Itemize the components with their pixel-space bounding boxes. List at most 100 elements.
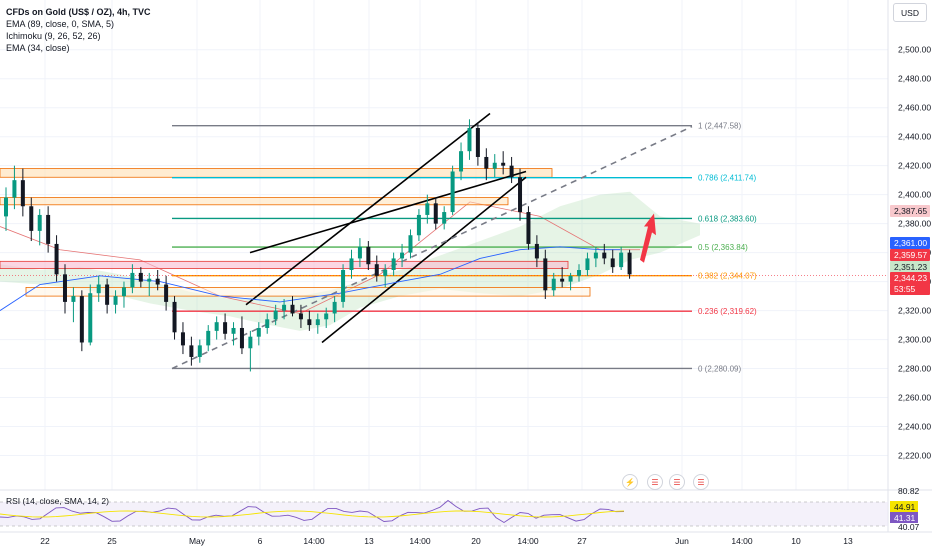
demand-zone	[25, 287, 591, 297]
time-axis-label: May	[189, 536, 206, 546]
candle-body	[518, 177, 523, 213]
fib-level-label: 0.618 (2,383.60)	[698, 214, 757, 223]
candle-body	[543, 258, 548, 291]
price-axis-label: 2,440.00	[898, 132, 931, 142]
price-tag-bg	[890, 261, 930, 273]
rsi-tag: 44.91	[894, 502, 916, 512]
legend-ema-34[interactable]: EMA (34, close)	[6, 43, 70, 53]
candle-body	[46, 214, 51, 244]
currency-button[interactable]: USD	[893, 3, 927, 22]
price-axis-label: 2,260.00	[898, 393, 931, 403]
fib-level-label: 0.5 (2,363.84)	[698, 243, 748, 252]
time-axis-label: 22	[40, 536, 50, 546]
candle-body	[610, 258, 615, 268]
channel-upper-line	[245, 112, 491, 306]
candle-body	[265, 319, 270, 328]
price-axis-label: 2,380.00	[898, 219, 931, 229]
candle-body	[593, 252, 598, 259]
us-flag-event-icon[interactable]: ☰	[693, 474, 709, 490]
candle-body	[425, 203, 430, 215]
price-axis-label: 2,420.00	[898, 161, 931, 171]
fib-level-label: 0.786 (2,411.74)	[698, 174, 756, 183]
fib-level-label: 0 (2,280.09)	[698, 364, 741, 373]
candle-body	[88, 293, 93, 343]
fib-level-label: 0.382 (2,344.07)	[698, 272, 757, 281]
candle-body	[155, 278, 160, 285]
candle-body	[239, 327, 244, 349]
fib-diagonal-line	[171, 125, 693, 370]
candle-body	[400, 252, 405, 259]
candle-body	[324, 313, 329, 320]
candle-body	[585, 258, 590, 271]
resistance-zone	[0, 197, 509, 206]
candle-body	[475, 127, 480, 157]
price-axis-label: 2,480.00	[898, 74, 931, 84]
candle-body	[366, 246, 371, 265]
candle-body	[416, 214, 421, 236]
rsi-tag-bg	[890, 512, 918, 523]
candle-body	[459, 151, 464, 172]
candle-body	[71, 296, 76, 302]
candle-body	[450, 171, 455, 213]
candle-body	[214, 322, 219, 331]
candle-body	[164, 284, 169, 302]
candle-body	[62, 274, 67, 302]
candle-body	[484, 156, 489, 169]
candle-body	[341, 270, 346, 302]
candle-body	[29, 206, 34, 231]
us-flag-event-icon[interactable]: ☰	[669, 474, 685, 490]
rsi-legend[interactable]: RSI (14, close, SMA, 14, 2)	[6, 496, 109, 506]
candle-body	[442, 212, 447, 224]
fib-level-label: 1 (2,447.58)	[698, 122, 741, 131]
candle-body	[391, 258, 396, 271]
time-axis-label: 6	[258, 536, 263, 546]
candle-body	[619, 252, 624, 268]
price-tag: 2,344.23	[894, 273, 927, 283]
candle-body	[172, 301, 177, 333]
rsi-line	[0, 499, 625, 524]
price-axis-label: 2,300.00	[898, 335, 931, 345]
candle-body	[248, 336, 253, 349]
candle-body	[357, 246, 362, 259]
rsi-band	[0, 502, 888, 526]
candle-body	[315, 319, 320, 326]
price-tag: 53:55	[894, 284, 916, 294]
rsi-tag: 41.31	[894, 513, 916, 523]
price-tag-bg	[890, 205, 930, 217]
legend-ichimoku[interactable]: Ichimoku (9, 26, 52, 26)	[6, 31, 101, 41]
candle-body	[79, 296, 84, 343]
price-axis-label: 2,460.00	[898, 103, 931, 113]
dividend-event-icon[interactable]: ⚡	[622, 474, 638, 490]
candle-body	[307, 319, 312, 326]
candle-body	[4, 197, 8, 217]
candle-body	[509, 165, 514, 178]
time-axis-label: 27	[577, 536, 587, 546]
candle-body	[273, 310, 278, 320]
time-axis-label: 14:00	[303, 536, 325, 546]
price-tag-bg	[890, 283, 930, 295]
candle-body	[121, 287, 126, 297]
candle-body	[298, 313, 303, 320]
indicator-legend: CFDs on Gold (US$ / OZ), 4h, TVC EMA (89…	[6, 6, 151, 54]
candle-body	[560, 278, 565, 282]
candle-body	[526, 212, 531, 244]
price-tag-bg	[890, 237, 930, 249]
price-axis-label: 2,240.00	[898, 422, 931, 432]
price-tag: 2,359.57	[894, 250, 927, 260]
candle-body	[433, 203, 438, 224]
fib-level-label: 0.236 (2,319.62)	[698, 307, 757, 316]
legend-ema-89[interactable]: EMA (89, close, 0, SMA, 5)	[6, 19, 115, 29]
ema-89-line	[0, 246, 620, 311]
candle-body	[501, 162, 506, 166]
rsi-axis-label: 80.82	[898, 486, 920, 496]
price-axis-label: 2,320.00	[898, 306, 931, 316]
candle-body	[577, 270, 582, 276]
candle-body	[374, 264, 379, 276]
supply-zone	[0, 260, 569, 269]
candle-body	[223, 322, 228, 334]
candle-body	[492, 162, 497, 169]
us-flag-event-icon[interactable]: ☰	[647, 474, 663, 490]
time-axis-label: 10	[791, 536, 801, 546]
